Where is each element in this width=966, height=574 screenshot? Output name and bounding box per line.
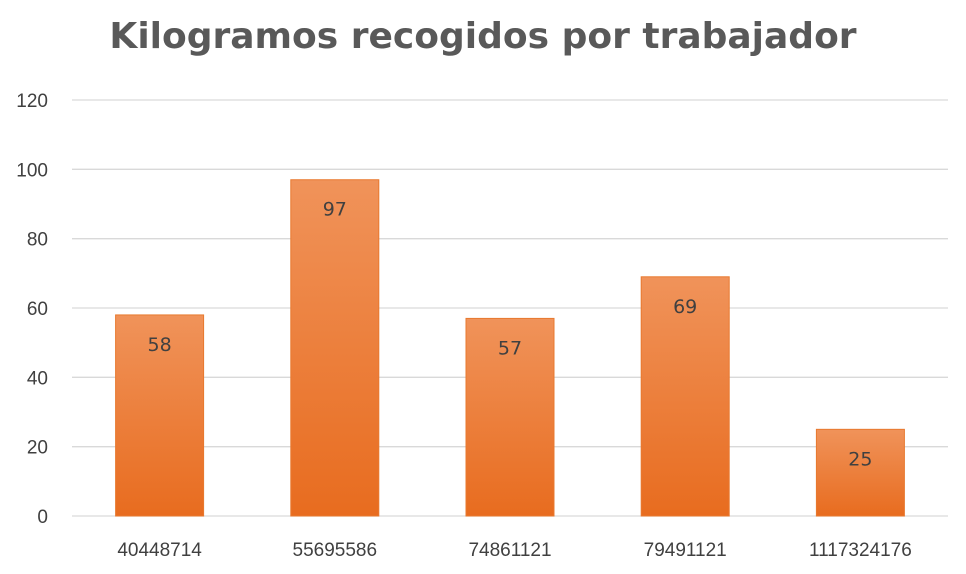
y-axis-tick-labels: 0 20 40 60 80 100 120	[16, 91, 48, 528]
y-tick-label-120: 120	[16, 91, 48, 112]
bar-79491121	[640, 276, 730, 517]
data-label-55695586: 97	[323, 199, 347, 221]
bars: 58 97 57 69 25	[115, 179, 905, 517]
bar-55695586	[290, 179, 380, 517]
x-tick-label-55695586: 55695586	[293, 540, 378, 561]
y-tick-label-100: 100	[16, 160, 48, 181]
chart-title: Kilogramos recogidos por trabajador	[109, 16, 857, 57]
data-label-1117324176: 25	[848, 448, 872, 470]
bar-1117324176	[815, 428, 905, 517]
data-label-79491121: 69	[673, 296, 697, 318]
x-tick-label-74861121: 74861121	[468, 540, 551, 561]
x-tick-label-1117324176: 1117324176	[809, 540, 912, 561]
data-label-40448714: 58	[148, 334, 172, 356]
bar-74861121	[465, 317, 555, 517]
y-tick-label-40: 40	[27, 368, 48, 389]
x-tick-label-40448714: 40448714	[117, 540, 202, 561]
y-tick-label-60: 60	[27, 299, 48, 320]
x-tick-label-79491121: 79491121	[644, 540, 727, 561]
x-axis-tick-labels: 40448714 55695586 74861121 79491121 11173241…	[117, 540, 912, 561]
y-tick-label-0: 0	[37, 507, 48, 528]
bar-40448714	[115, 314, 205, 517]
y-tick-label-20: 20	[27, 438, 48, 459]
data-label-74861121: 57	[498, 337, 522, 359]
y-tick-label-80: 80	[27, 230, 48, 251]
